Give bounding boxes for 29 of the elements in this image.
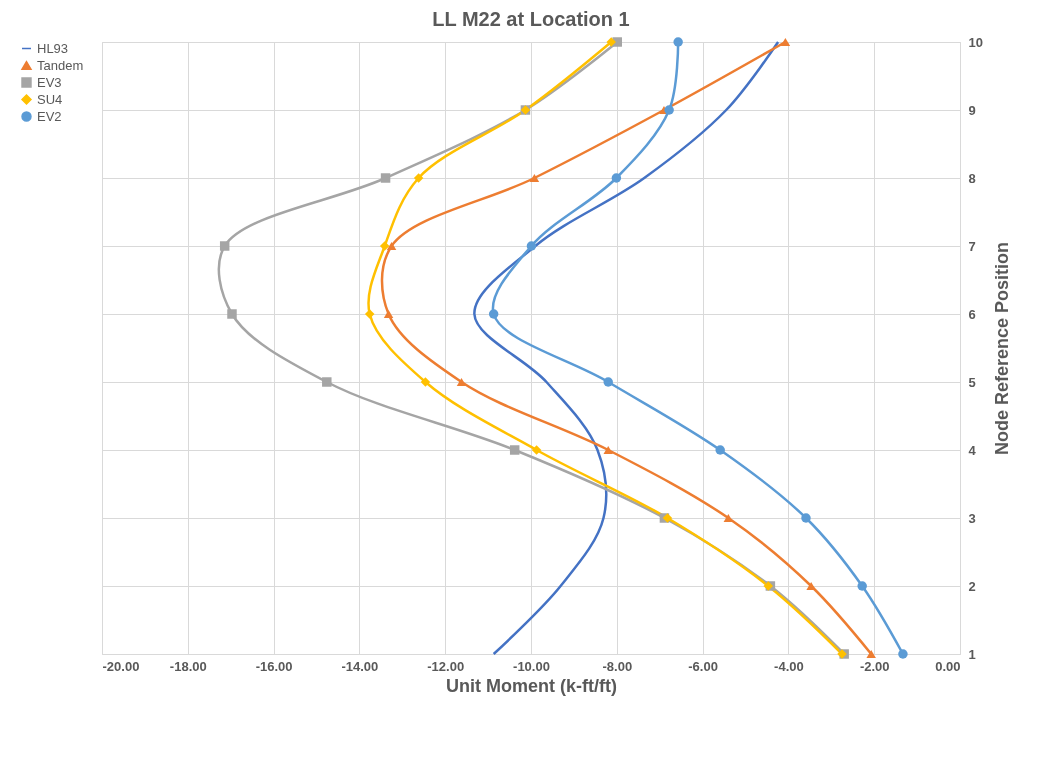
legend-label: HL93 xyxy=(37,40,69,56)
y-tick-label: 8 xyxy=(968,170,976,186)
x-tick-label: -10.00 xyxy=(513,658,550,674)
legend-label: Tandem xyxy=(37,57,84,73)
y-tick-label: 2 xyxy=(968,578,976,594)
y-tick-label: 3 xyxy=(968,510,976,526)
y-tick-label: 1 xyxy=(968,646,976,662)
x-tick-label: -12.00 xyxy=(427,658,465,674)
legend-label: SU4 xyxy=(37,91,63,107)
x-tick-label: 0.00 xyxy=(935,658,961,674)
y-tick-label: 4 xyxy=(968,442,977,458)
x-tick-label: -6.00 xyxy=(688,658,718,674)
legend-label: EV3 xyxy=(37,74,62,90)
x-tick-label: -8.00 xyxy=(602,658,633,674)
legend-label: EV2 xyxy=(37,108,62,124)
y-tick-label: 7 xyxy=(968,238,976,254)
y-tick-label: 10 xyxy=(968,34,983,50)
chart-title: LL M22 at Location 1 xyxy=(432,8,630,30)
x-tick-label: -20.00 xyxy=(102,658,140,674)
x-tick-label: -4.00 xyxy=(774,658,804,674)
y-tick-label: 6 xyxy=(968,306,976,322)
x-tick-label: -14.00 xyxy=(341,658,379,674)
y-tick-label: 9 xyxy=(968,102,976,118)
x-tick-label: -2.00 xyxy=(859,658,890,674)
x-axis-title: Unit Moment (k-ft/ft) xyxy=(446,675,617,696)
y-tick-label: 5 xyxy=(968,374,976,390)
y-axis-title: Node Reference Position xyxy=(991,241,1012,456)
x-tick-label: -16.00 xyxy=(255,658,293,674)
x-tick-label: -18.00 xyxy=(169,658,207,674)
